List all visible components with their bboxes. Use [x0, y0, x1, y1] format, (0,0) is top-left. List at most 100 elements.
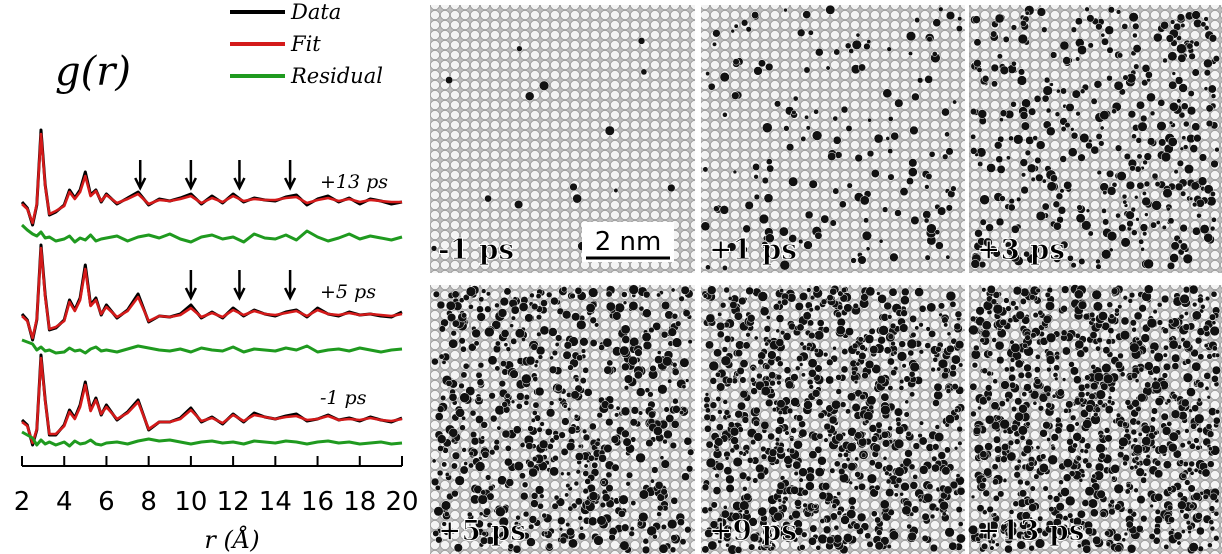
disordered-atom — [502, 430, 510, 438]
disordered-atom — [1063, 57, 1071, 65]
disordered-atom — [1168, 218, 1174, 224]
disordered-atom — [1039, 463, 1048, 472]
disordered-atom — [489, 392, 496, 399]
disordered-atom — [809, 385, 814, 390]
disordered-atom — [852, 370, 857, 375]
disordered-atom — [1205, 386, 1209, 390]
disordered-atom — [532, 410, 537, 415]
disordered-atom — [1097, 399, 1103, 405]
disordered-atom — [1088, 43, 1094, 49]
disordered-atom — [1196, 445, 1201, 450]
disordered-atom — [704, 425, 711, 432]
disordered-atom — [1175, 183, 1183, 191]
disordered-atom — [910, 481, 918, 489]
disordered-atom — [982, 288, 987, 293]
disordered-atom — [855, 457, 859, 461]
disordered-atom — [1101, 208, 1106, 213]
disordered-atom — [1170, 20, 1175, 25]
disordered-atom — [544, 531, 548, 535]
disordered-atom — [1195, 512, 1202, 519]
disordered-atom — [814, 109, 819, 114]
disordered-atom — [631, 407, 639, 415]
disordered-atom — [504, 343, 508, 347]
arrow — [186, 270, 196, 298]
disordered-atom — [1087, 15, 1095, 23]
disordered-atom — [910, 126, 919, 135]
disordered-atom — [887, 315, 892, 320]
disordered-atom — [1016, 197, 1021, 202]
disordered-atom — [1092, 536, 1101, 545]
disordered-atom — [1026, 422, 1031, 427]
disordered-atom — [794, 499, 801, 506]
disordered-atom — [1071, 27, 1077, 33]
disordered-atom — [761, 386, 770, 395]
disordered-atom — [1009, 366, 1015, 372]
disordered-atom — [1018, 372, 1025, 379]
disordered-atom — [703, 294, 708, 299]
disordered-atom — [1137, 154, 1142, 159]
disordered-atom — [563, 404, 567, 408]
disordered-atom — [456, 408, 465, 417]
disordered-atom — [1206, 424, 1212, 430]
disordered-atom — [600, 502, 606, 508]
disordered-atom — [930, 514, 935, 519]
disordered-atom — [761, 421, 769, 429]
disordered-atom — [1161, 413, 1169, 421]
disordered-atom — [1190, 423, 1196, 429]
disordered-atom — [924, 218, 929, 223]
disordered-atom — [1019, 404, 1028, 413]
disordered-atom — [999, 118, 1003, 122]
disordered-atom — [650, 479, 654, 483]
disordered-atom — [1209, 506, 1215, 512]
disordered-atom — [922, 513, 930, 521]
disordered-atom — [918, 498, 922, 502]
disordered-atom — [1103, 190, 1108, 195]
disordered-atom — [835, 152, 842, 159]
disordered-atom — [1112, 476, 1116, 480]
disordered-atom — [985, 415, 994, 424]
disordered-atom — [571, 313, 580, 322]
disordered-atom — [528, 524, 534, 530]
disordered-atom — [1131, 372, 1138, 379]
disordered-atom — [720, 302, 726, 308]
disordered-atom — [954, 323, 961, 330]
disordered-atom — [479, 297, 484, 302]
disordered-atom — [511, 400, 515, 404]
disordered-atom — [685, 379, 689, 383]
disordered-atom — [891, 132, 899, 140]
disordered-atom — [1150, 222, 1156, 228]
disordered-atom — [844, 304, 853, 313]
disordered-atom — [982, 329, 991, 338]
disordered-atom — [1187, 525, 1193, 531]
disordered-atom — [885, 471, 890, 476]
disordered-atom — [927, 483, 933, 489]
disordered-atom — [1123, 75, 1129, 81]
disordered-atom — [683, 309, 690, 316]
disordered-atom — [765, 342, 769, 346]
disordered-atom — [1130, 165, 1136, 171]
disordered-atom — [1136, 101, 1144, 109]
disordered-atom — [1200, 304, 1205, 309]
disordered-atom — [902, 506, 911, 515]
disordered-atom — [583, 367, 589, 373]
disordered-atom — [1004, 367, 1009, 372]
disordered-atom — [1158, 445, 1168, 455]
disordered-atom — [1071, 132, 1078, 139]
disordered-atom — [911, 93, 919, 101]
disordered-atom — [946, 291, 956, 301]
disordered-atom — [869, 405, 874, 410]
disordered-atom — [899, 379, 904, 384]
disordered-atom — [566, 522, 571, 527]
disordered-atom — [460, 346, 466, 352]
disordered-atom — [863, 218, 868, 223]
disordered-atom — [792, 110, 797, 115]
disordered-atom — [713, 487, 721, 495]
disordered-atom — [919, 322, 924, 327]
disordered-atom — [1094, 372, 1104, 382]
disordered-atom — [999, 400, 1005, 406]
disordered-atom — [431, 246, 437, 252]
disordered-atom — [769, 372, 776, 379]
disordered-atom — [883, 456, 887, 460]
disordered-atom — [813, 286, 820, 293]
disordered-atom — [658, 384, 668, 394]
